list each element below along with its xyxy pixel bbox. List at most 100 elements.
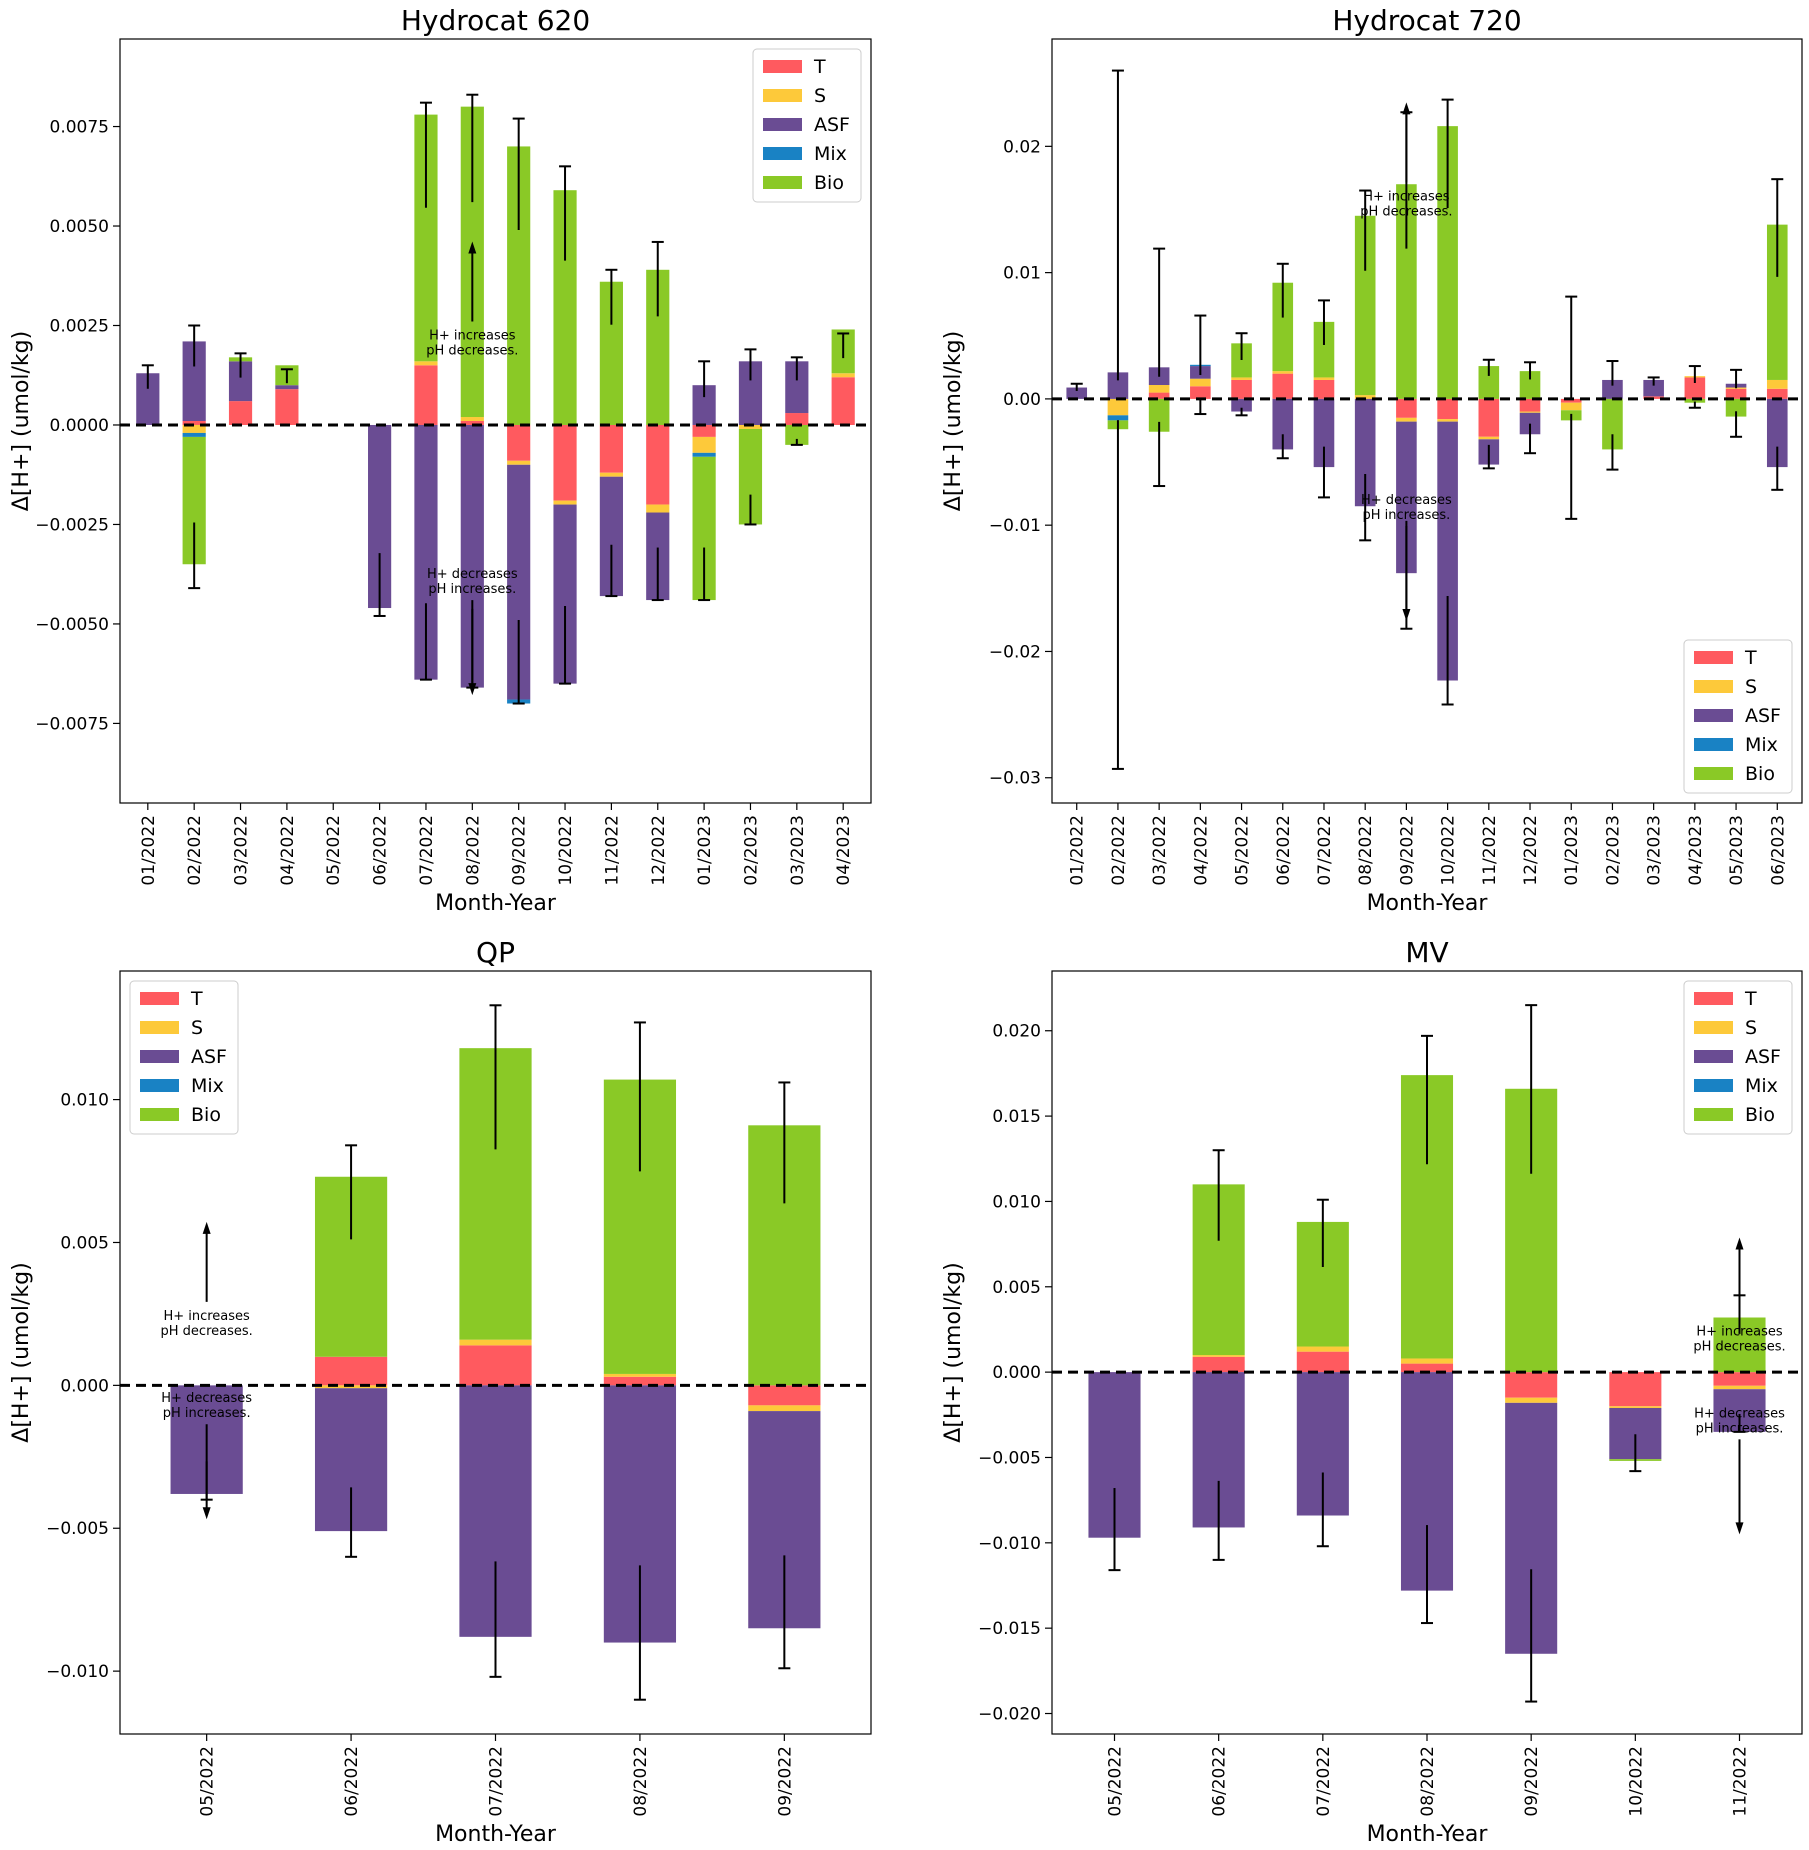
y-tick-label: 0.0000 [50,416,109,436]
bar-t [1505,1372,1558,1398]
x-tick-label: 06/2022 [1274,815,1294,886]
legend-swatch-asf [1694,1050,1733,1063]
x-tick-label: 09/2022 [1397,815,1417,886]
bar-asf [507,464,531,700]
bar-t [228,401,253,425]
x-tick-label: 06/2022 [371,815,391,886]
annotation-increase-line1: H+ increases [1363,189,1450,204]
legend-label: S [191,1017,203,1039]
x-tick-label: 01/2022 [139,815,159,886]
annotation-decrease-line2: pH increases. [1696,1421,1784,1436]
legend-box [752,48,862,203]
chart-title: MV [1405,936,1448,969]
bar-s [1231,377,1252,380]
legend-label: Bio [191,1104,221,1126]
legend-label: Bio [814,172,844,194]
annotation-increase-line2: pH decreases. [1360,204,1452,219]
x-tick-label: 08/2022 [631,1746,651,1817]
y-tick-label: −0.010 [978,1534,1041,1554]
bar-bio [1478,366,1500,399]
y-tick-label: 0.005 [992,1278,1041,1298]
down-arrow-head [1402,609,1411,622]
x-tick-label: 04/2022 [278,815,298,886]
legend: TS ASF Mix Bio [1683,980,1793,1135]
bar-asf [368,424,392,609]
legend-swatch-s [140,1021,179,1034]
bar-t [1560,398,1582,403]
down-arrow-head [468,683,477,696]
bar-asf [275,385,299,390]
legend-swatch-mix [140,1079,179,1092]
annotation-decrease-line1: H+ decreases [427,567,518,582]
bar-s [459,1339,532,1346]
chart-panel-0: Hydrocat 620 −0.0075 −0.0050 −0.0025 0.0000 0… [9,4,872,916]
x-tick-label: 02/2023 [741,815,761,886]
x-tick-label: 04/2023 [1686,815,1706,886]
bar-s [599,472,623,477]
bar-asf [1396,421,1417,574]
plot-frame [119,970,872,1735]
legend-swatch-mix [1694,1079,1733,1092]
bar-s [831,373,855,378]
legend-label: S [814,85,826,107]
bar-mix [182,432,206,437]
bar-bio [1684,398,1706,403]
y-tick-label: 0.005 [60,1233,109,1253]
bar-asf [599,476,623,597]
bar-t [1766,388,1788,399]
bar-t [1437,398,1458,420]
bar-s [1296,1346,1349,1352]
legend-label: T [1744,988,1757,1010]
x-tick-label: 03/2022 [1150,815,1170,886]
annotation-increase-line2: pH decreases. [1693,1339,1785,1354]
bar-s [1519,411,1541,413]
y-tick-label: 0.000 [60,1376,109,1396]
legend-box [1683,639,1793,794]
x-tick-label: 05/2022 [324,815,344,886]
bar-s [1190,378,1211,387]
legend: TS ASF Mix Bio [129,980,239,1135]
y-tick-label: −0.03 [989,769,1041,789]
x-tick-label: 04/2023 [834,815,854,886]
y-tick-label: −0.0050 [35,615,109,635]
bar-t [275,389,299,425]
annotation-increase-line2: pH decreases. [161,1324,253,1339]
bar-bio [692,456,716,601]
plot-frame [1051,970,1803,1735]
bar-asf [1354,398,1376,507]
x-tick-label: 07/2022 [487,1746,507,1817]
x-tick-label: 09/2022 [510,815,530,886]
legend-label: Mix [1745,1075,1778,1097]
bar-t [314,1356,388,1386]
x-tick-label: 09/2022 [1522,1746,1542,1817]
bar-asf [785,361,809,414]
legend-label: T [1744,647,1757,669]
up-arrow-head [468,241,477,254]
bar-s [1148,385,1170,393]
bar-bio [182,436,206,565]
y-tick-label: −0.01 [989,516,1041,536]
chart-panel-3: MV −0.020 −0.015 −0.010 −0.005 0.000 0.005 0.01… [941,936,1803,1847]
x-tick-label: 03/2023 [1645,815,1665,886]
bar-s [748,1405,821,1412]
legend-swatch-asf [763,118,802,131]
x-tick-label: 02/2022 [185,815,205,886]
legend-label: S [1745,1017,1757,1039]
bar-s [1354,395,1376,399]
bar-asf [460,424,484,688]
annotation-decrease-line1: H+ decreases [161,1391,252,1406]
legend-swatch-bio [1694,1108,1733,1121]
bar-s [1313,377,1335,380]
bar-t [1148,392,1170,399]
bar-bio [1354,215,1376,396]
bar-bio [738,428,763,525]
bar-asf [136,373,160,425]
annotation-decrease-line2: pH increases. [163,1406,251,1421]
y-axis-label: Δ[H+] (umol/kg) [941,331,966,511]
y-tick-label: 0.0025 [50,317,109,337]
x-tick-label: 10/2022 [556,815,576,886]
x-tick-label: 10/2022 [1439,815,1459,886]
bar-t [1231,379,1252,399]
legend-label: T [190,988,203,1010]
bar-s [460,417,484,421]
